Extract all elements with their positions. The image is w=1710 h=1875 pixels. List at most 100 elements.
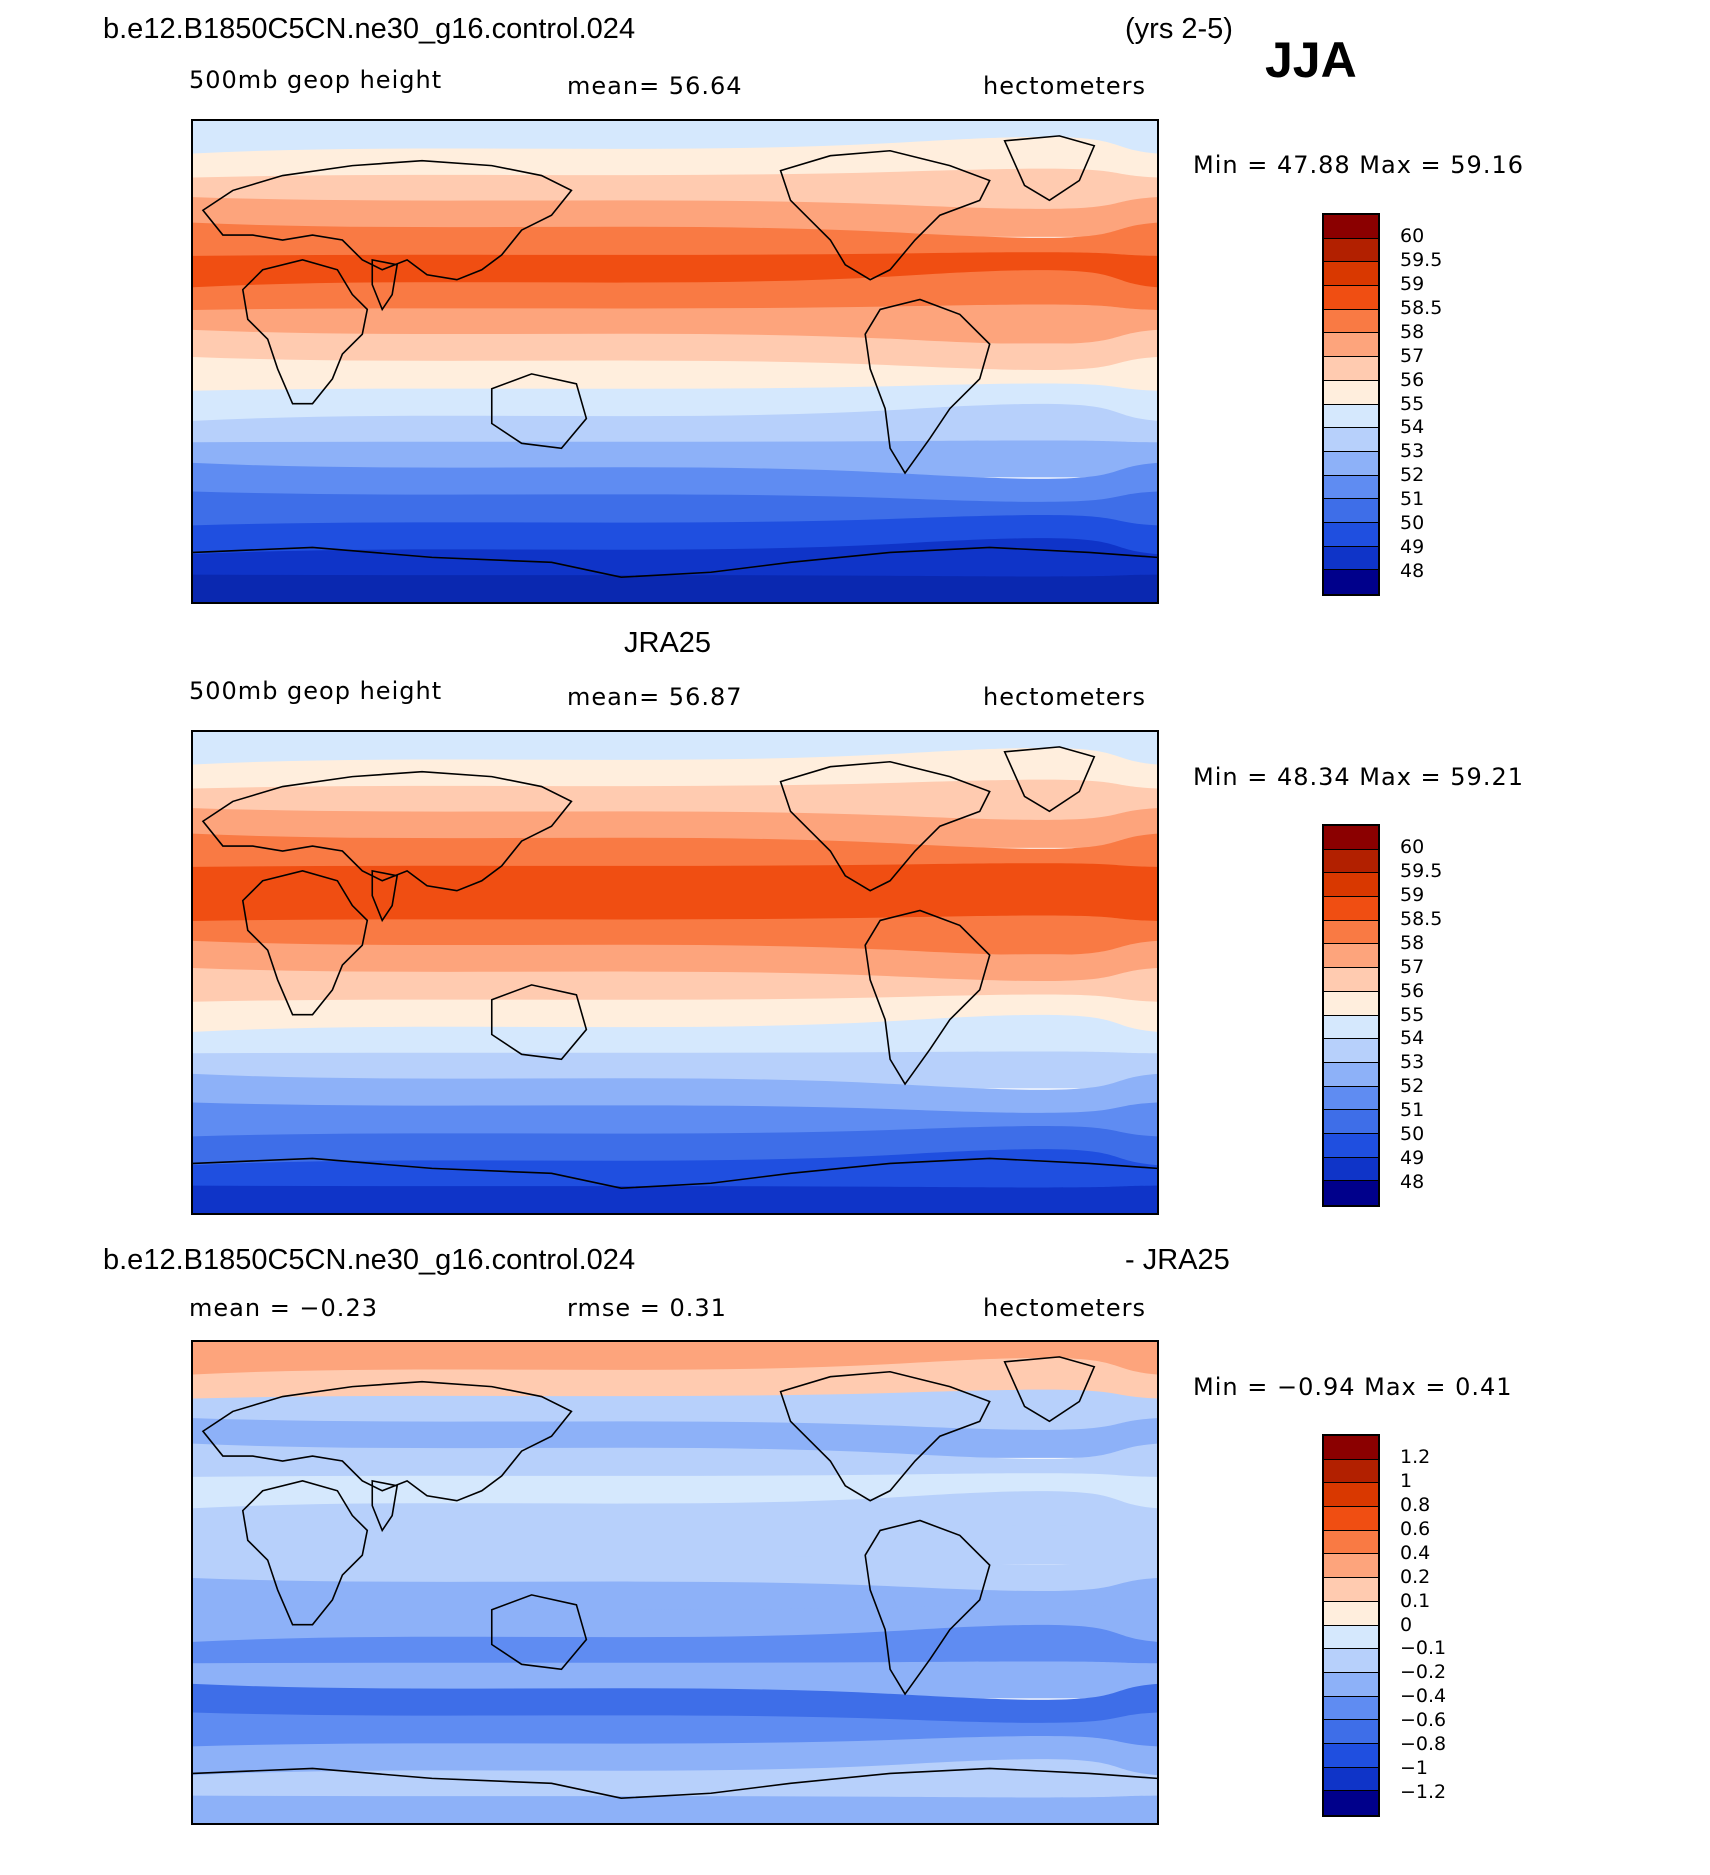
contour-band	[193, 1073, 1157, 1116]
panel-min-max: Min = 48.34 Max = 59.21	[1193, 763, 1524, 791]
colorbar-tick-label: 58	[1400, 931, 1425, 954]
colorbar-swatch	[1324, 1039, 1378, 1063]
colorbar-swatch	[1324, 1530, 1378, 1555]
coastline	[241, 259, 369, 405]
colorbar-tick-label: 49	[1400, 536, 1425, 559]
panel-units: hectometers	[983, 72, 1146, 100]
coastline	[371, 258, 399, 312]
contour-band	[193, 808, 1157, 848]
case-title: b.e12.B1850C5CN.ne30_g16.control.024	[103, 13, 636, 45]
colorbar-tick-label: 0.4	[1400, 1541, 1431, 1564]
colorbar-tick-label: 59	[1400, 272, 1425, 295]
colorbar-tick-label: 59.5	[1400, 248, 1443, 271]
map-panel-model	[191, 119, 1159, 604]
panel-variable: 500mb geop height	[189, 66, 443, 94]
panel-mean: mean= 56.87	[567, 683, 743, 711]
colorbar-tick-label: 59	[1400, 883, 1425, 906]
colorbar-tick-label: 60	[1400, 224, 1425, 247]
colorbar-swatch	[1324, 1133, 1378, 1158]
colorbar-tick-label: 55	[1400, 392, 1425, 415]
panel-title-diff-right: - JRA25	[1125, 1244, 1230, 1276]
coastline	[193, 546, 1157, 579]
colorbar-swatch	[1324, 826, 1378, 850]
coastline	[201, 1380, 573, 1502]
colorbar-tick-label: 50	[1400, 1123, 1425, 1146]
colorbar-swatch	[1324, 451, 1378, 476]
colorbar-tick-label: 0	[1400, 1613, 1413, 1636]
map-panel-obs	[191, 730, 1159, 1215]
coastline	[1003, 1356, 1096, 1423]
colorbar-tick-label: 48	[1400, 560, 1425, 583]
colorbar-swatch	[1324, 991, 1378, 1016]
contour-band	[193, 940, 1157, 982]
contour-band	[193, 329, 1157, 371]
coastline	[864, 909, 991, 1086]
panel-min-max: Min = −0.94 Max = 0.41	[1193, 1373, 1513, 1401]
colorbar-swatch	[1324, 1459, 1378, 1484]
colorbar-swatch	[1324, 357, 1378, 381]
colorbar-tick-label: 59.5	[1400, 859, 1443, 882]
colorbar-swatch	[1324, 1625, 1378, 1650]
colorbar-swatch	[1324, 522, 1378, 547]
colorbar-swatch	[1324, 849, 1378, 874]
colorbar-swatch	[1324, 570, 1378, 594]
contour-band	[193, 1550, 1157, 1592]
contour-band	[193, 304, 1157, 344]
colorbar-swatch	[1324, 1767, 1378, 1792]
colorbar-model	[1322, 213, 1380, 596]
contour-band	[193, 574, 1157, 602]
coastline	[1003, 746, 1096, 813]
colorbar-swatch	[1324, 215, 1378, 239]
colorbar-swatch	[1324, 968, 1378, 992]
colorbar-tick-label: −1	[1400, 1757, 1429, 1780]
colorbar-tick-label: 54	[1400, 1027, 1425, 1050]
contour-band	[193, 197, 1157, 237]
colorbar-tick-label: 57	[1400, 344, 1425, 367]
season-label: JJA	[1265, 32, 1357, 88]
coastline	[490, 1594, 588, 1671]
colorbar-tick-label: 60	[1400, 835, 1425, 858]
colorbar-swatch	[1324, 1720, 1378, 1744]
colorbar-tick-label: 58.5	[1400, 296, 1443, 319]
colorbar-obs	[1322, 824, 1380, 1207]
colorbar-swatch	[1324, 1157, 1378, 1182]
colorbar-tick-label: 51	[1400, 1099, 1425, 1122]
colorbar-tick-label: 52	[1400, 1075, 1425, 1098]
colorbar-swatch	[1324, 1062, 1378, 1087]
contour-band	[193, 538, 1157, 585]
colorbar-tick-label: −0.4	[1400, 1685, 1447, 1708]
coastline	[201, 159, 573, 281]
colorbar-tick-label: 1	[1400, 1469, 1413, 1492]
colorbar-tick-label: 55	[1400, 1003, 1425, 1026]
map-field	[193, 121, 1157, 602]
panel-title-diff: b.e12.B1850C5CN.ne30_g16.control.024	[103, 1244, 636, 1276]
colorbar-tick-label: 53	[1400, 440, 1425, 463]
colorbar-tick-label: 0.6	[1400, 1517, 1431, 1540]
contour-band	[193, 1683, 1157, 1726]
colorbar-swatch	[1324, 380, 1378, 405]
map-field	[193, 1342, 1157, 1823]
colorbar-swatch	[1324, 546, 1378, 571]
colorbar-tick-label: 54	[1400, 416, 1425, 439]
colorbar-tick-label: 56	[1400, 979, 1425, 1002]
colorbar-swatch	[1324, 333, 1378, 358]
colorbar-tick-label: 50	[1400, 512, 1425, 535]
colorbar-swatch	[1324, 1649, 1378, 1673]
years-label: (yrs 2-5)	[1125, 13, 1233, 45]
colorbar-swatch	[1324, 1743, 1378, 1768]
colorbar-tick-label: 0.8	[1400, 1493, 1431, 1516]
panel-stat-mean: mean = −0.23	[189, 1294, 378, 1322]
coastline	[1003, 135, 1096, 202]
colorbar-swatch	[1324, 1507, 1378, 1531]
colorbar-swatch	[1324, 1015, 1378, 1040]
colorbar-swatch	[1324, 1672, 1378, 1697]
panel-variable: 500mb geop height	[189, 677, 443, 705]
contour-band	[193, 403, 1157, 451]
contour-band	[193, 1149, 1157, 1196]
panel-mean: mean= 56.64	[567, 72, 743, 100]
coastline	[490, 373, 588, 450]
colorbar-swatch	[1324, 1436, 1378, 1460]
colorbar-tick-label: −1.2	[1400, 1781, 1447, 1804]
colorbar-tick-label: 57	[1400, 955, 1425, 978]
colorbar-swatch	[1324, 944, 1378, 969]
